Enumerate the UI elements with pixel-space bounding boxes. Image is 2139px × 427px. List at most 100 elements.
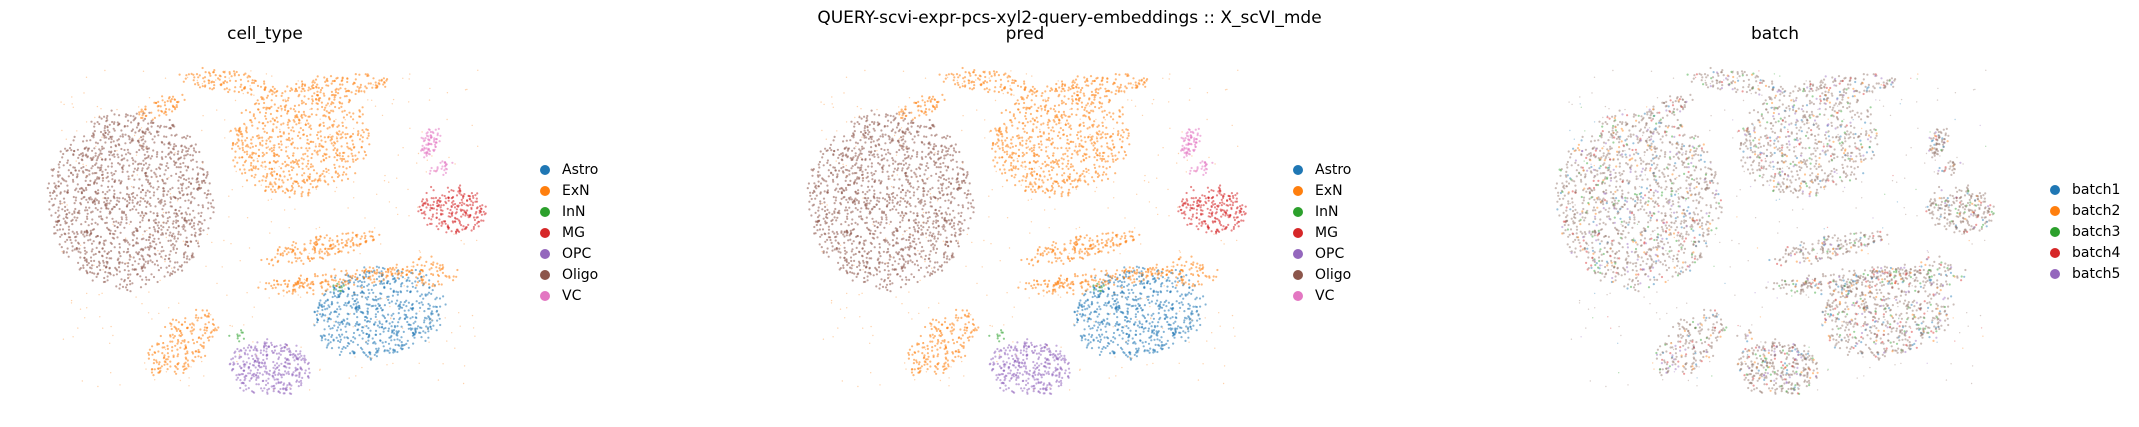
data-point [413, 336, 416, 339]
data-point [173, 125, 176, 128]
data-point [1184, 331, 1187, 334]
data-point [129, 283, 132, 286]
data-point [74, 236, 77, 239]
data-point [359, 291, 362, 294]
data-point [333, 321, 335, 323]
data-point [427, 217, 431, 220]
data-point [186, 149, 189, 153]
data-point [207, 312, 210, 315]
data-point [275, 90, 278, 93]
data-point [141, 147, 144, 150]
data-point [315, 238, 318, 241]
data-point [189, 240, 192, 243]
data-point [175, 319, 178, 322]
data-point [361, 295, 363, 298]
data-point [316, 318, 319, 322]
data-point [261, 96, 264, 99]
data-point [105, 207, 108, 210]
data-point [52, 168, 55, 171]
data-point [53, 225, 56, 229]
data-point [73, 216, 76, 219]
data-point [308, 177, 311, 181]
data-point [273, 364, 277, 367]
data-point [111, 135, 114, 138]
data-point [256, 99, 259, 102]
data-point [240, 329, 243, 332]
data-point [129, 178, 131, 180]
data-point [111, 174, 114, 177]
data-point [46, 187, 49, 190]
data-point [106, 125, 109, 128]
data-point [211, 318, 215, 321]
data-point [91, 279, 94, 282]
data-point [175, 372, 178, 375]
data-point [444, 200, 447, 203]
data-point [414, 331, 417, 334]
data-point [319, 91, 322, 94]
data-point [352, 249, 355, 252]
data-point [296, 147, 299, 150]
data-point [440, 167, 443, 170]
data-point [152, 226, 155, 229]
data-point [437, 204, 440, 207]
data-point [331, 327, 334, 330]
data-point [62, 197, 66, 200]
data-point [118, 123, 121, 126]
data-point [172, 226, 175, 229]
data-point [295, 374, 298, 377]
data-point [148, 291, 150, 293]
data-point [135, 242, 138, 245]
data-point [301, 87, 304, 90]
data-point [346, 89, 349, 93]
data-point [173, 163, 176, 166]
data-point [251, 79, 254, 82]
data-point [174, 261, 177, 264]
data-point [435, 329, 438, 332]
data-point [66, 247, 69, 250]
data-point [250, 161, 253, 165]
data-point [337, 92, 340, 95]
data-point [146, 229, 148, 232]
legend-item-inn: InN [540, 202, 680, 222]
data-point [78, 169, 81, 172]
data-point [196, 81, 199, 84]
data-point [261, 155, 264, 158]
data-point [176, 342, 179, 345]
data-point [316, 310, 319, 313]
data-point [168, 108, 171, 111]
data-point [347, 155, 350, 158]
data-point [119, 182, 122, 185]
data-point [156, 280, 159, 284]
data-point [290, 184, 293, 188]
data-point [304, 114, 307, 117]
data-point [104, 193, 107, 196]
data-point [232, 159, 235, 162]
data-point [338, 289, 341, 292]
data-point [163, 143, 166, 146]
data-point [176, 355, 179, 358]
data-point [352, 241, 355, 245]
data-point [270, 221, 273, 223]
data-point [110, 208, 113, 211]
data-point [281, 254, 285, 257]
data-point [395, 290, 398, 293]
data-point [231, 142, 235, 145]
data-point [271, 173, 274, 176]
data-point [354, 337, 357, 340]
data-point [333, 141, 336, 144]
data-point [339, 340, 342, 344]
data-point [236, 376, 239, 379]
data-point [269, 88, 272, 91]
data-point [110, 146, 113, 149]
data-point [414, 320, 417, 323]
data-point [327, 168, 330, 172]
data-point [258, 366, 261, 369]
data-point [108, 228, 111, 231]
data-point [119, 135, 122, 138]
data-point [380, 270, 383, 273]
data-point [290, 177, 293, 180]
data-point [106, 129, 109, 132]
data-point [49, 191, 52, 194]
data-point [462, 225, 465, 228]
data-point [157, 197, 160, 200]
